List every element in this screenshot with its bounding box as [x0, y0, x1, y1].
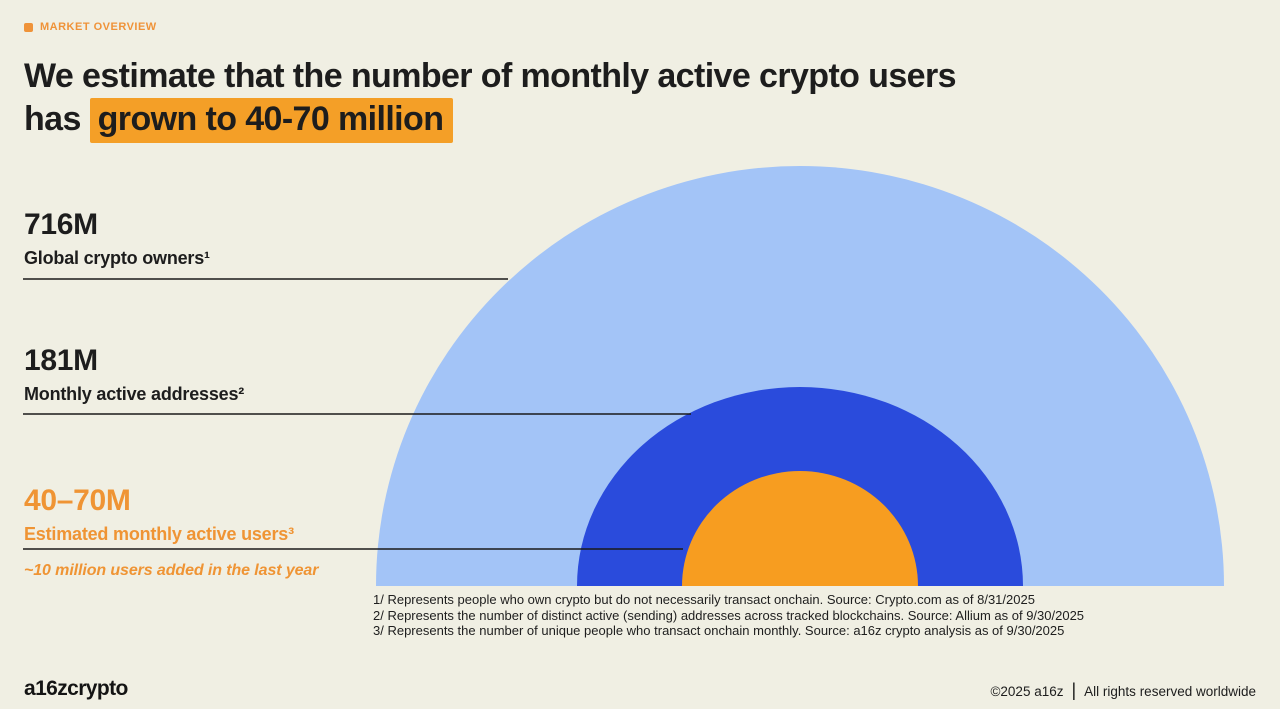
- metric-value: 40–70M: [24, 484, 131, 517]
- page-title: We estimate that the number of monthly a…: [24, 55, 1224, 143]
- metric-monthly-active-addresses: 181M Monthly active addresses²: [24, 344, 245, 404]
- a16zcrypto-logo: a16zcrypto: [24, 677, 128, 700]
- arch-ring-2: [682, 471, 918, 586]
- footer-copyright: ©2025 a16z | All rights reserved worldwi…: [990, 680, 1256, 700]
- title-line-1: We estimate that the number of monthly a…: [24, 57, 957, 95]
- metric-label: Monthly active addresses²: [24, 384, 245, 404]
- bullet-square-icon: [24, 22, 33, 32]
- footnote-1: 1/ Represents people who own crypto but …: [373, 592, 1035, 607]
- copyright-text: ©2025 a16z: [990, 683, 1064, 699]
- footnote-2: 2/ Represents the number of distinct act…: [373, 607, 1085, 623]
- title-line-2-prefix: has: [24, 100, 90, 138]
- metric-estimated-monthly-active-users: 40–70M Estimated monthly active users³: [24, 484, 294, 544]
- eyebrow-label: MARKET OVERVIEW: [40, 21, 157, 33]
- rights-text: All rights reserved worldwide: [1084, 683, 1256, 699]
- metric-label: Global crypto owners¹: [24, 248, 210, 268]
- divider-bar: |: [1071, 680, 1077, 700]
- metric-label: Estimated monthly active users³: [24, 524, 294, 544]
- title-highlight: grown to 40-70 million: [89, 98, 454, 143]
- title-line-2: has grown to 40-70 million: [24, 98, 1224, 143]
- metric-value: 716M: [24, 208, 98, 241]
- metric-global-crypto-owners: 716M Global crypto owners¹: [24, 208, 210, 268]
- arch-ring-0: [376, 166, 1224, 586]
- eyebrow-tag: MARKET OVERVIEW: [24, 21, 157, 33]
- growth-annotation: ~10 million users added in the last year: [24, 562, 319, 579]
- metric-value: 181M: [24, 344, 98, 377]
- footnotes: 1/ Represents people who own crypto but …: [373, 592, 1084, 639]
- footnote-3: 3/ Represents the number of unique peopl…: [373, 623, 1065, 638]
